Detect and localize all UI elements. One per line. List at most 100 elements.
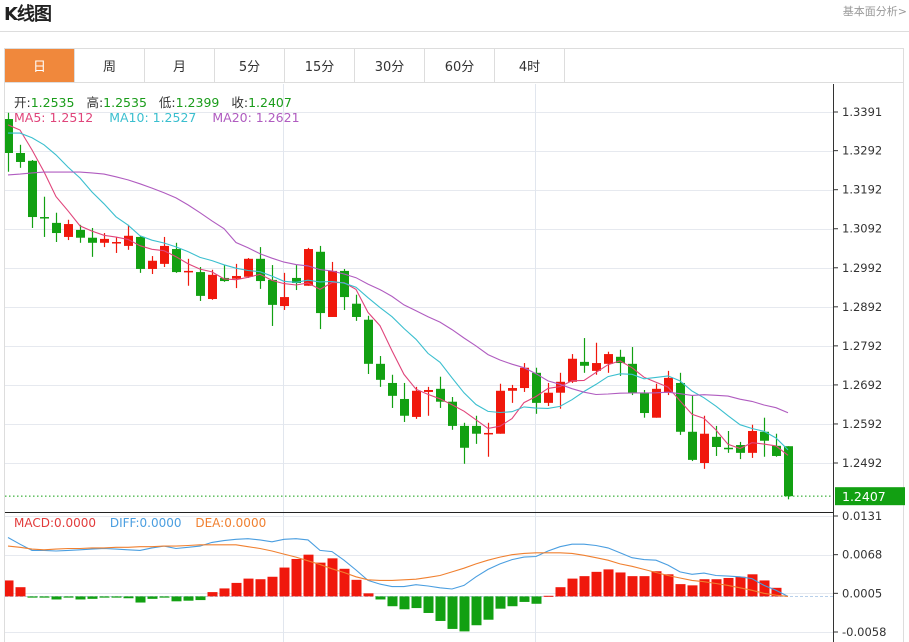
macd-bar [375,596,386,600]
candle-body [424,389,433,392]
header-divider [0,31,909,32]
candle-body [16,152,25,162]
fundamental-analysis-link[interactable]: 基本面分析> [842,5,907,18]
candle-body [772,445,781,456]
candle-body [724,447,733,450]
macd-bar [699,579,710,597]
candle [268,265,277,326]
candle [604,351,613,373]
candle-body [616,356,625,364]
candle-body [124,235,133,246]
candle [580,338,589,373]
macd-bar [639,576,650,597]
candle [664,370,673,396]
macd-bar [735,576,746,597]
high-label: 高: [86,95,104,110]
candle-body [712,436,721,447]
macd-bar [399,596,410,610]
macd-bar [435,596,446,621]
tab-30min[interactable]: 30分 [355,49,425,82]
candle-body [700,433,709,463]
tab-day[interactable]: 日 [5,49,75,82]
candle [304,247,313,286]
tab-15min[interactable]: 15分 [285,49,355,82]
macd-bar [603,569,614,597]
ma10-line [8,132,789,451]
low-label: 低: [158,95,176,110]
macd-bar [507,596,518,607]
candle-body [5,119,13,153]
macd-bar [243,578,254,597]
dea-line [7,544,789,597]
candle [40,196,49,237]
candle [5,112,13,172]
macd-bar [723,577,734,597]
candle-body [628,363,637,393]
tab-60min[interactable]: 60分 [425,49,495,82]
macd-bar [87,596,98,599]
candle-body [100,238,109,243]
ma5-line [7,124,789,456]
candle [688,395,697,462]
macd-bar [327,558,338,597]
candle [148,256,157,275]
tab-week[interactable]: 周 [75,49,145,82]
candle [376,356,385,387]
macd-bar [99,596,110,598]
macd-bar [495,596,506,609]
ma5-value: MA5: 1.2512 [14,110,94,125]
candle-body [688,431,697,460]
macd-bar [183,596,194,601]
candle-body [748,430,757,453]
candle-body [172,249,181,273]
candle-body [760,431,769,441]
candle-body [112,242,121,244]
candle-body [676,382,685,432]
candle-body [532,372,541,403]
candle-body [556,381,565,393]
candle [352,294,361,321]
macd-bar [219,588,230,597]
candle [724,430,733,453]
macd-bar [711,579,722,597]
candle-body [592,363,601,371]
macd-bar [411,596,422,609]
tab-4hour[interactable]: 4时 [495,49,565,82]
price-tick-label: 1.3391 [842,105,882,119]
macd-bar [555,587,566,597]
candle-body [232,275,241,279]
macd-bar [567,578,578,597]
last-price-label: 1.2407 [842,489,886,504]
price-tick-label: 1.3192 [842,183,882,197]
macd-tick-label: 0.0131 [842,509,882,523]
candle-body [340,270,349,298]
price-tick-label: 1.2792 [842,339,882,353]
macd-readout: MACD:0.0000 DIFF:0.0000 DEA:0.0000 [14,516,276,530]
candle-body [568,358,577,382]
candle-body [484,432,493,435]
candle-body [64,224,73,237]
macd-bar [291,558,302,597]
dea-value: DEA:0.0000 [195,516,267,530]
candle-body [136,236,145,269]
candle [280,272,289,310]
candle-body [52,222,61,234]
tab-5min[interactable]: 5分 [215,49,285,82]
candle [616,349,625,376]
macd-bar [543,595,554,597]
macd-value: MACD:0.0000 [14,516,97,530]
candle-body [160,245,169,264]
candle [16,144,25,168]
macd-bar [111,596,122,598]
candle [592,342,601,375]
candle-body [208,274,217,300]
candle-body [388,382,397,396]
last-price-badge: 1.2407 [835,487,905,506]
candle [340,268,349,310]
close-label: 收: [231,95,249,110]
candle-body [652,388,661,418]
tab-month[interactable]: 月 [145,49,215,82]
macd-bar [387,596,398,607]
macd-bar [279,567,290,597]
